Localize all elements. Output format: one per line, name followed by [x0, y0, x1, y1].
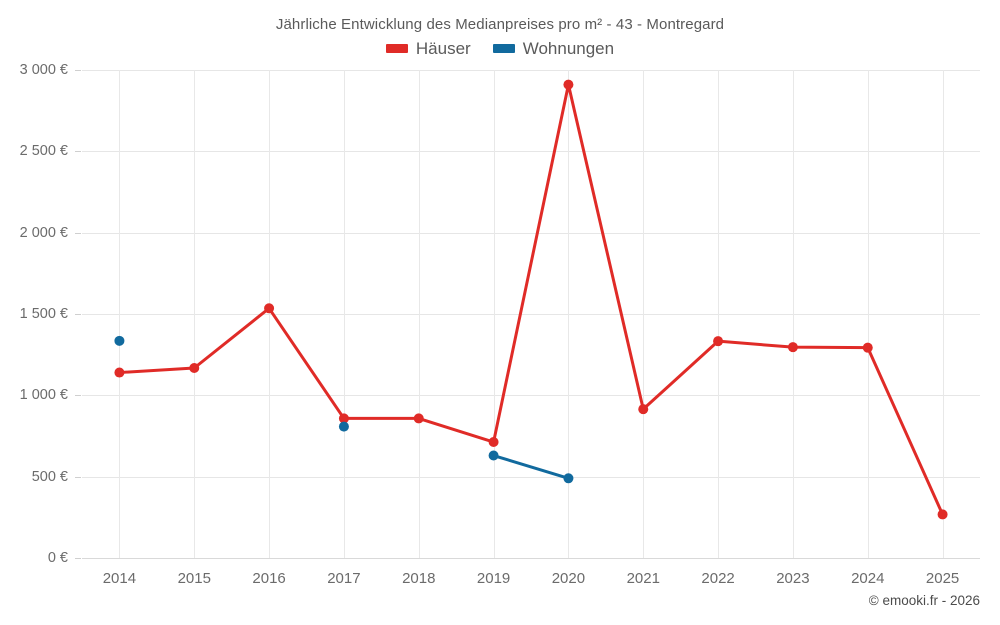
legend-label-wohnungen: Wohnungen: [522, 39, 615, 58]
series-layer: [114, 79, 948, 520]
series-line-häuser: [117, 83, 945, 516]
y-axis-tick-label: 0 €: [47, 550, 68, 566]
page-title: Jährliche Entwicklung des Medianpreises …: [275, 16, 725, 33]
data-point[interactable]: [488, 437, 499, 448]
footer-credit: © emooki.fr - 2026: [868, 593, 980, 608]
gridline-x-2025: [942, 70, 944, 558]
y-axis-tick-mark: [75, 151, 81, 153]
x-axis-tick-label: 2022: [701, 570, 735, 587]
x-axis-tick-label: 2020: [551, 570, 586, 587]
y-axis-tick-label: 2 500 €: [19, 143, 68, 160]
gridline-x-2019: [493, 70, 495, 558]
y-axis-tick-label: 1 000 €: [19, 387, 68, 404]
gridline-x-2020: [568, 70, 570, 558]
y-axis-tick-mark: [75, 232, 81, 234]
gridline-y-1500: [82, 314, 980, 315]
gridline-x-2022: [718, 70, 720, 558]
gridline-x-2017: [343, 70, 345, 558]
data-point[interactable]: [563, 473, 574, 484]
legend-item-hauser[interactable]: Häuser: [385, 39, 471, 58]
x-axis-tick-label: 2025: [925, 570, 960, 587]
gridline-y-1000: [82, 395, 980, 397]
x-axis-tick-label: 2016: [252, 570, 286, 587]
y-axis-tick-mark: [75, 314, 81, 315]
x-axis-tick-label: 2015: [177, 570, 211, 587]
x-axis-tick-label: 2019: [476, 570, 511, 587]
y-axis-tick-mark: [75, 70, 81, 71]
legend-swatch-hauser: [385, 44, 408, 53]
y-axis-tick-mark: [75, 476, 81, 478]
gridline-y-2500: [82, 151, 980, 153]
data-point[interactable]: [937, 509, 948, 520]
gridline-y-500: [82, 476, 980, 478]
x-axis-tick-label: 2014: [102, 570, 137, 587]
data-point[interactable]: [713, 336, 724, 347]
series-line-wohnungen: [492, 454, 570, 480]
gridline-x-2021: [643, 70, 645, 558]
x-axis-tick-label: 2017: [327, 570, 361, 587]
gridline-y-2000: [82, 232, 980, 234]
gridline-x-2023: [792, 70, 794, 558]
y-axis-tick-label: 1 500 €: [19, 306, 68, 322]
data-point[interactable]: [638, 404, 649, 415]
data-point[interactable]: [862, 342, 873, 353]
gridline-x-2024: [867, 70, 869, 558]
y-axis-tick-mark: [75, 558, 81, 559]
data-point[interactable]: [338, 421, 349, 432]
x-axis-line: [82, 558, 980, 559]
chart-legend: Häuser Wohnungen: [0, 40, 1000, 57]
gridline-x-2016: [269, 70, 271, 558]
data-point[interactable]: [264, 303, 275, 314]
legend-label-hauser: Häuser: [415, 39, 471, 58]
legend-swatch-wohnungen: [492, 44, 515, 53]
gridline-x-2015: [194, 70, 196, 558]
gridline-y-3000: [82, 70, 980, 71]
data-point[interactable]: [563, 79, 574, 90]
plot-area: [82, 70, 980, 559]
legend-item-wohnungen[interactable]: Wohnungen: [492, 39, 615, 58]
y-axis-tick-mark: [75, 395, 81, 397]
data-point[interactable]: [189, 363, 200, 374]
data-point[interactable]: [114, 335, 125, 346]
x-axis-tick-label: 2023: [776, 570, 810, 587]
data-point[interactable]: [338, 413, 349, 424]
data-point[interactable]: [114, 367, 125, 378]
x-axis-tick-label: 2018: [402, 570, 436, 587]
x-axis-tick-label: 2024: [851, 570, 885, 587]
data-point[interactable]: [488, 450, 499, 461]
y-axis-tick-label: 2 000 €: [19, 224, 68, 241]
data-point[interactable]: [413, 413, 424, 424]
data-point[interactable]: [787, 342, 798, 353]
gridline-x-2014: [119, 70, 121, 558]
gridline-x-2018: [418, 70, 420, 558]
y-axis-tick-label: 3 000 €: [19, 62, 68, 78]
x-axis-tick-label: 2021: [626, 570, 660, 587]
y-axis-tick-label: 500 €: [31, 468, 68, 485]
